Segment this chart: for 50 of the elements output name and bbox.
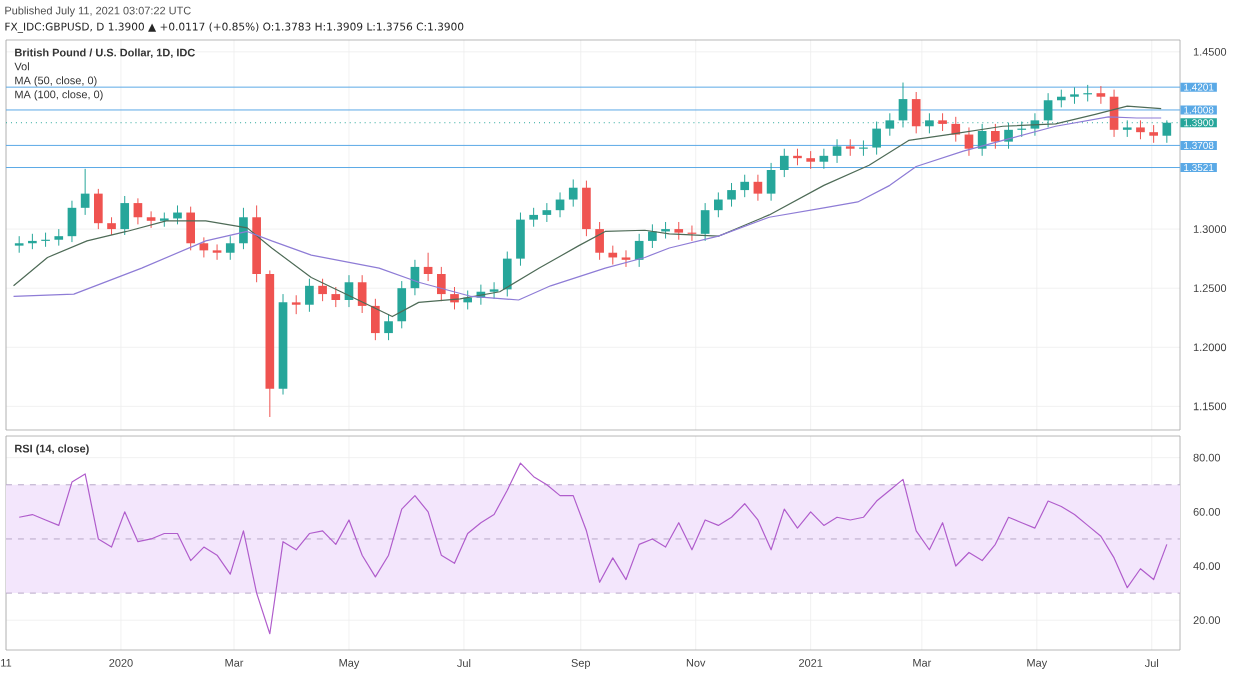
candlestick	[384, 313, 393, 341]
candlestick	[305, 278, 314, 313]
candlestick	[146, 210, 156, 229]
candlestick	[80, 168, 90, 216]
candlestick	[542, 202, 552, 223]
candlestick	[397, 280, 407, 329]
candlestick	[212, 243, 222, 261]
candlestick	[859, 139, 868, 157]
candlestick	[291, 294, 301, 315]
candlestick	[568, 178, 578, 208]
candlestick	[595, 221, 604, 261]
candlestick	[1096, 85, 1106, 105]
candlestick	[727, 182, 736, 208]
candlestick	[1004, 122, 1013, 150]
candlestick	[648, 223, 657, 249]
candlestick	[832, 138, 842, 164]
candlestick	[318, 278, 327, 302]
candlestick	[911, 91, 921, 134]
candlestick	[582, 180, 591, 237]
candlestick	[1136, 119, 1145, 140]
candlestick	[436, 266, 446, 302]
candlestick	[239, 207, 248, 250]
candlestick	[753, 174, 763, 202]
candlestick	[120, 195, 130, 236]
candlestick	[713, 191, 723, 218]
candlestick	[1083, 84, 1093, 102]
candlestick	[186, 206, 196, 251]
candlestick	[700, 202, 710, 242]
candlestick	[331, 286, 341, 308]
candlestick	[779, 148, 789, 178]
candlestick	[529, 207, 538, 228]
candlestick	[371, 298, 380, 341]
candlestick	[634, 233, 644, 268]
candlestick	[489, 281, 499, 300]
candlestick	[67, 200, 77, 243]
line-series	[18, 462, 1168, 635]
candlestick	[621, 249, 631, 268]
candlestick	[766, 162, 776, 202]
candlestick	[133, 197, 143, 225]
candlestick	[516, 212, 525, 267]
candlestick	[225, 235, 235, 261]
candlestick	[502, 251, 512, 297]
candlestick	[819, 148, 829, 170]
candlestick	[872, 121, 881, 156]
candlestick	[41, 232, 50, 248]
candlestick	[991, 123, 1000, 150]
candlestick	[94, 188, 103, 230]
candlestick	[357, 274, 367, 314]
candlestick	[740, 174, 750, 198]
candlestick	[423, 252, 433, 282]
